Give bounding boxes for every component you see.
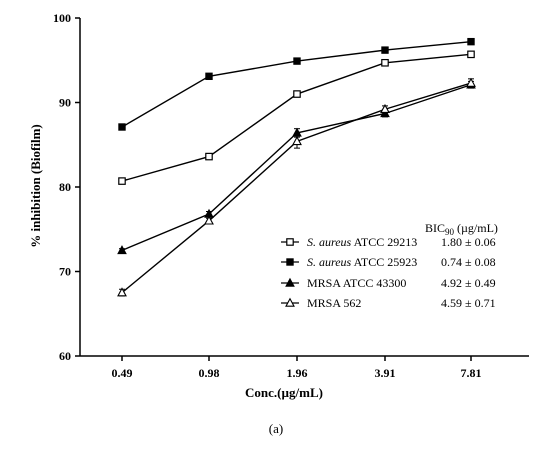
legend-label-italic: S. aureus (307, 255, 352, 269)
x-tick-label: 3.91 (375, 366, 396, 380)
x-tick-label: 0.98 (199, 366, 220, 380)
figure-caption: (a) (269, 421, 283, 436)
y-tick-label: 70 (59, 265, 71, 279)
legend-header-unit: (µg/mL) (454, 221, 498, 235)
series-line (121, 84, 472, 252)
legend-item: MRSA ATCC 43300 4.92 ± 0.49 (281, 276, 496, 290)
y-tick-label: 100 (53, 11, 71, 25)
legend-bic-value: 4.92 ± 0.49 (441, 276, 496, 290)
data-point (466, 77, 476, 87)
series-line (121, 40, 472, 128)
legend-header: BIC90 (µg/mL) (425, 221, 498, 237)
data-point (381, 58, 389, 67)
y-axis-title: % inhibition (Biofilm) (28, 124, 43, 248)
plot-area (117, 37, 476, 297)
data-point (292, 136, 302, 146)
legend-label-rest: ATCC 29213 (351, 235, 417, 249)
legend-header-base: BIC (425, 221, 445, 235)
legend-label-rest: ATCC 25923 (351, 255, 417, 269)
data-point (381, 46, 389, 54)
data-point (118, 123, 126, 131)
data-point (467, 50, 475, 59)
data-point (380, 103, 390, 114)
y-tick-label: 90 (59, 96, 71, 110)
axes (75, 17, 529, 361)
series-line (121, 53, 472, 182)
legend-marker (286, 238, 294, 246)
legend-label-italic: S. aureus (307, 235, 352, 249)
legend-item: MRSA 562 4.59 ± 0.71 (281, 296, 496, 310)
legend-label-rest: MRSA ATCC 43300 (307, 276, 406, 290)
legend-header-sub: 90 (445, 227, 455, 237)
series-1 (118, 50, 475, 185)
data-point (118, 177, 126, 185)
legend-marker (286, 258, 294, 266)
x-tick-label: 1.96 (287, 366, 308, 380)
data-point (205, 152, 213, 161)
legend-marker (285, 297, 295, 307)
legend-bic-value: 1.80 ± 0.06 (441, 235, 496, 249)
x-axis-title: Conc.(µg/mL) (245, 385, 323, 400)
legend-label: S. aureus ATCC 29213 (307, 235, 417, 249)
y-tick-label: 60 (59, 349, 71, 363)
y-tick-label: 80 (59, 180, 71, 194)
data-point (205, 72, 213, 81)
legend-label-rest: MRSA 562 (307, 296, 361, 310)
data-point (117, 287, 127, 297)
data-point (293, 57, 301, 65)
series-2 (118, 37, 475, 131)
series-line (121, 82, 472, 294)
legend-marker (285, 277, 295, 287)
tick-labels: 60 70 80 90 100 0.49 0.98 1.96 3.91 7.81 (53, 11, 482, 380)
data-point (204, 215, 214, 225)
x-tick-label: 0.49 (112, 366, 133, 380)
legend: BIC90 (µg/mL) S. aureus ATCC 29213 1.80 ±… (281, 221, 498, 310)
data-point (293, 90, 301, 98)
legend-bic-value: 4.59 ± 0.71 (441, 296, 496, 310)
legend-label: MRSA ATCC 43300 (307, 276, 406, 290)
legend-item: S. aureus ATCC 29213 1.80 ± 0.06 (281, 235, 496, 249)
x-tick-label: 7.81 (461, 366, 482, 380)
legend-label: MRSA 562 (307, 296, 361, 310)
series-4 (117, 77, 476, 297)
data-point (467, 37, 475, 46)
legend-bic-value: 0.74 ± 0.08 (441, 255, 496, 269)
legend-item: S. aureus ATCC 25923 0.74 ± 0.08 (281, 255, 496, 269)
data-point (117, 245, 127, 255)
legend-label: S. aureus ATCC 25923 (307, 255, 417, 269)
